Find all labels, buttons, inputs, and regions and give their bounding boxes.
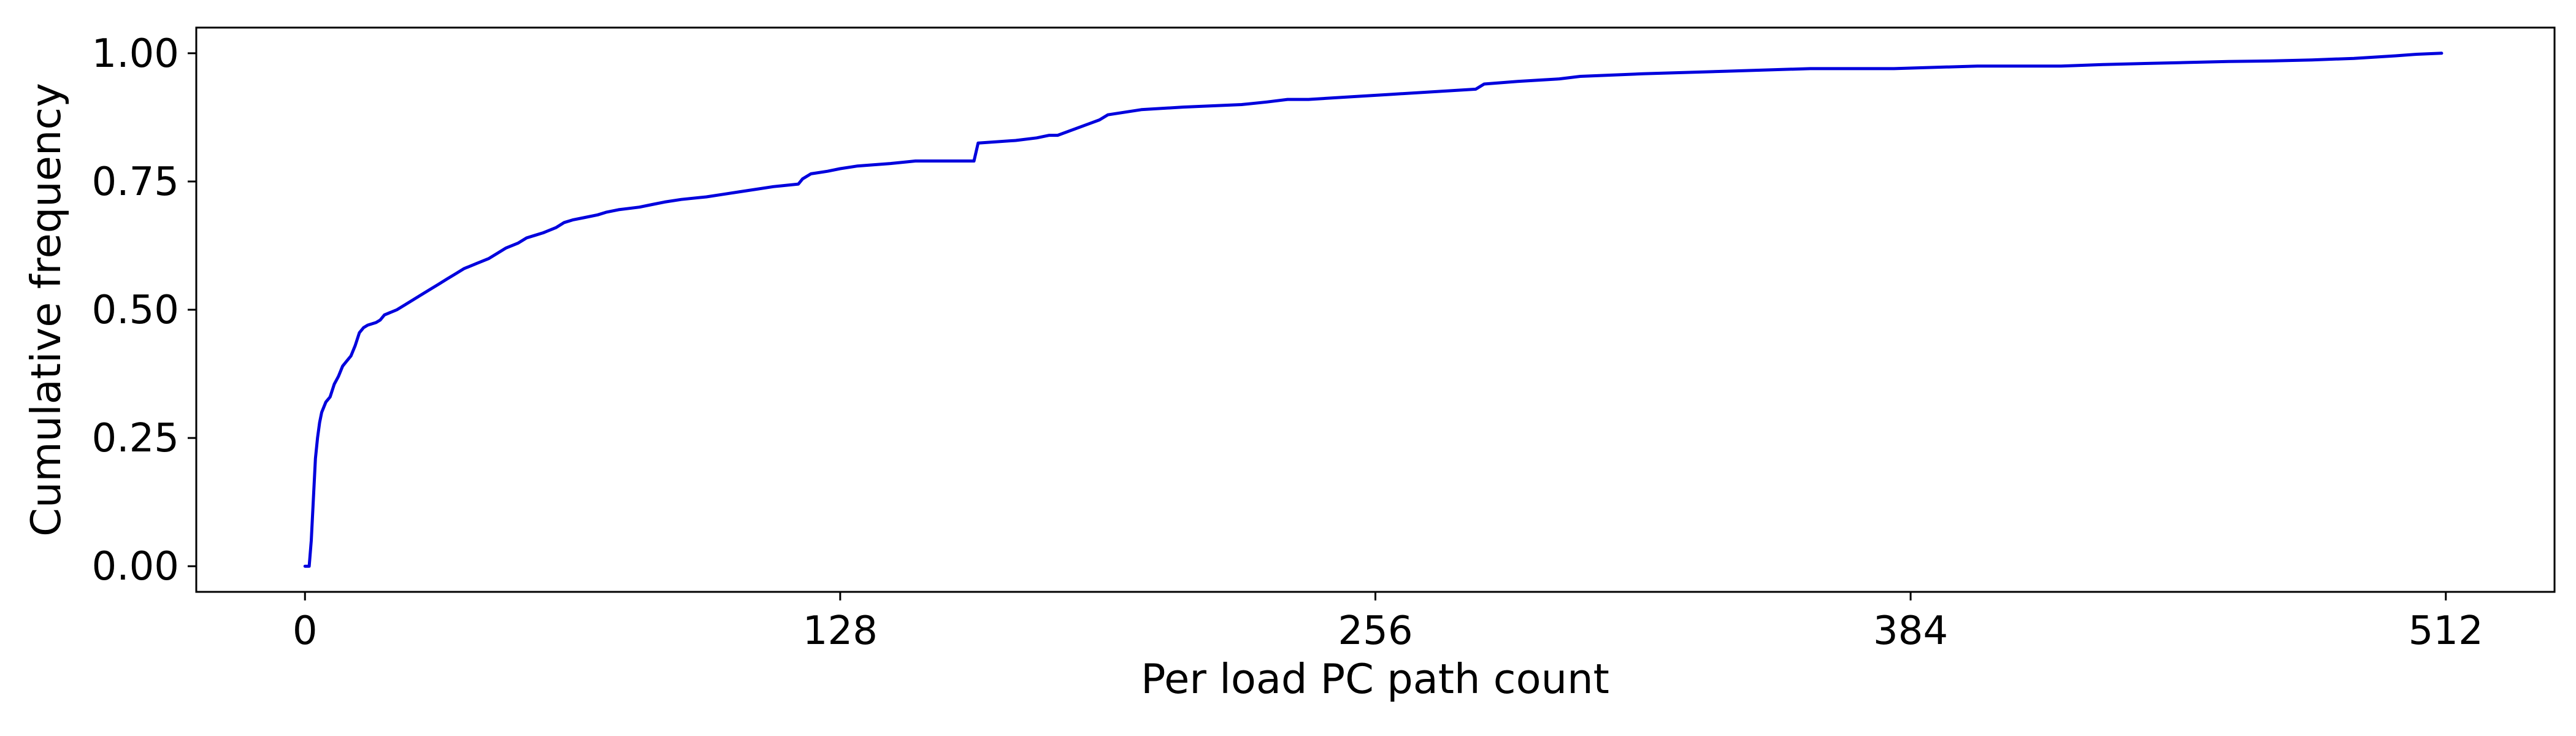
cdf-series-line [303,52,2444,568]
x-tick-label: 128 [803,608,878,654]
x-tick-label: 256 [1338,608,1413,654]
y-axis-ticks: 0.00 0.25 0.50 0.75 1.00 [92,31,196,589]
x-tick-label: 0 [293,608,318,654]
y-tick-label: 0.00 [92,544,180,589]
axes-frame [195,26,2556,593]
x-axis-ticks: 0 128 256 384 512 [293,592,2483,654]
y-tick-label: 0.75 [92,159,180,205]
x-axis-label: Per load PC path count [1141,655,1609,703]
x-tick-label: 512 [2409,608,2483,654]
x-tick-label: 384 [1873,608,1948,654]
y-tick-label: 0.25 [92,416,180,461]
y-axis-label: Cumulative frequency [22,83,70,537]
y-tick-label: 1.00 [92,31,180,77]
y-tick-label: 0.50 [92,288,180,333]
plot-area [303,52,2444,568]
